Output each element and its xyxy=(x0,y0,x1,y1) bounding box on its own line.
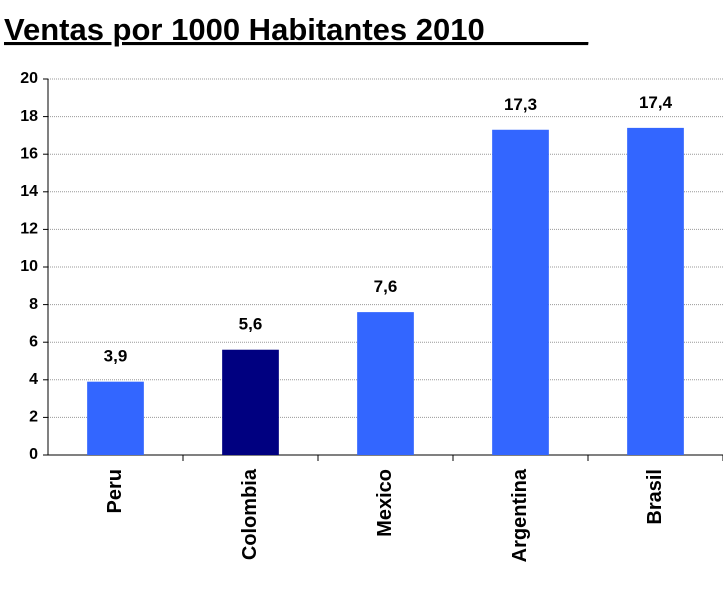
value-label: 17,4 xyxy=(639,93,673,112)
x-tick-label: Peru xyxy=(104,469,126,513)
value-label: 17,3 xyxy=(504,95,537,114)
bar xyxy=(87,381,144,455)
x-tick-label: Colombia xyxy=(239,468,261,560)
bar xyxy=(492,129,549,455)
y-tick-label: 10 xyxy=(20,258,38,275)
y-tick-label: 0 xyxy=(29,446,38,463)
chart-title: Ventas por 1000 Habitantes 2010______ xyxy=(4,12,589,47)
value-label: 7,6 xyxy=(374,277,398,296)
y-tick-label: 6 xyxy=(29,333,38,350)
y-tick-label: 20 xyxy=(20,70,38,87)
y-tick-label: 2 xyxy=(29,409,38,426)
y-tick-label: 14 xyxy=(20,183,38,200)
y-tick-label: 8 xyxy=(29,296,38,313)
value-label: 5,6 xyxy=(239,315,263,334)
bar xyxy=(357,312,414,455)
x-tick-label: Argentina xyxy=(509,468,531,562)
y-tick-label: 18 xyxy=(20,108,38,125)
bar xyxy=(222,349,279,455)
y-tick-label: 16 xyxy=(20,145,38,162)
bar xyxy=(627,127,684,455)
value-label: 3,9 xyxy=(104,347,128,366)
y-tick-label: 4 xyxy=(29,371,38,388)
y-tick-label: 12 xyxy=(20,221,38,238)
x-tick-label: Brasil xyxy=(644,469,666,525)
x-tick-label: Mexico xyxy=(374,469,396,537)
